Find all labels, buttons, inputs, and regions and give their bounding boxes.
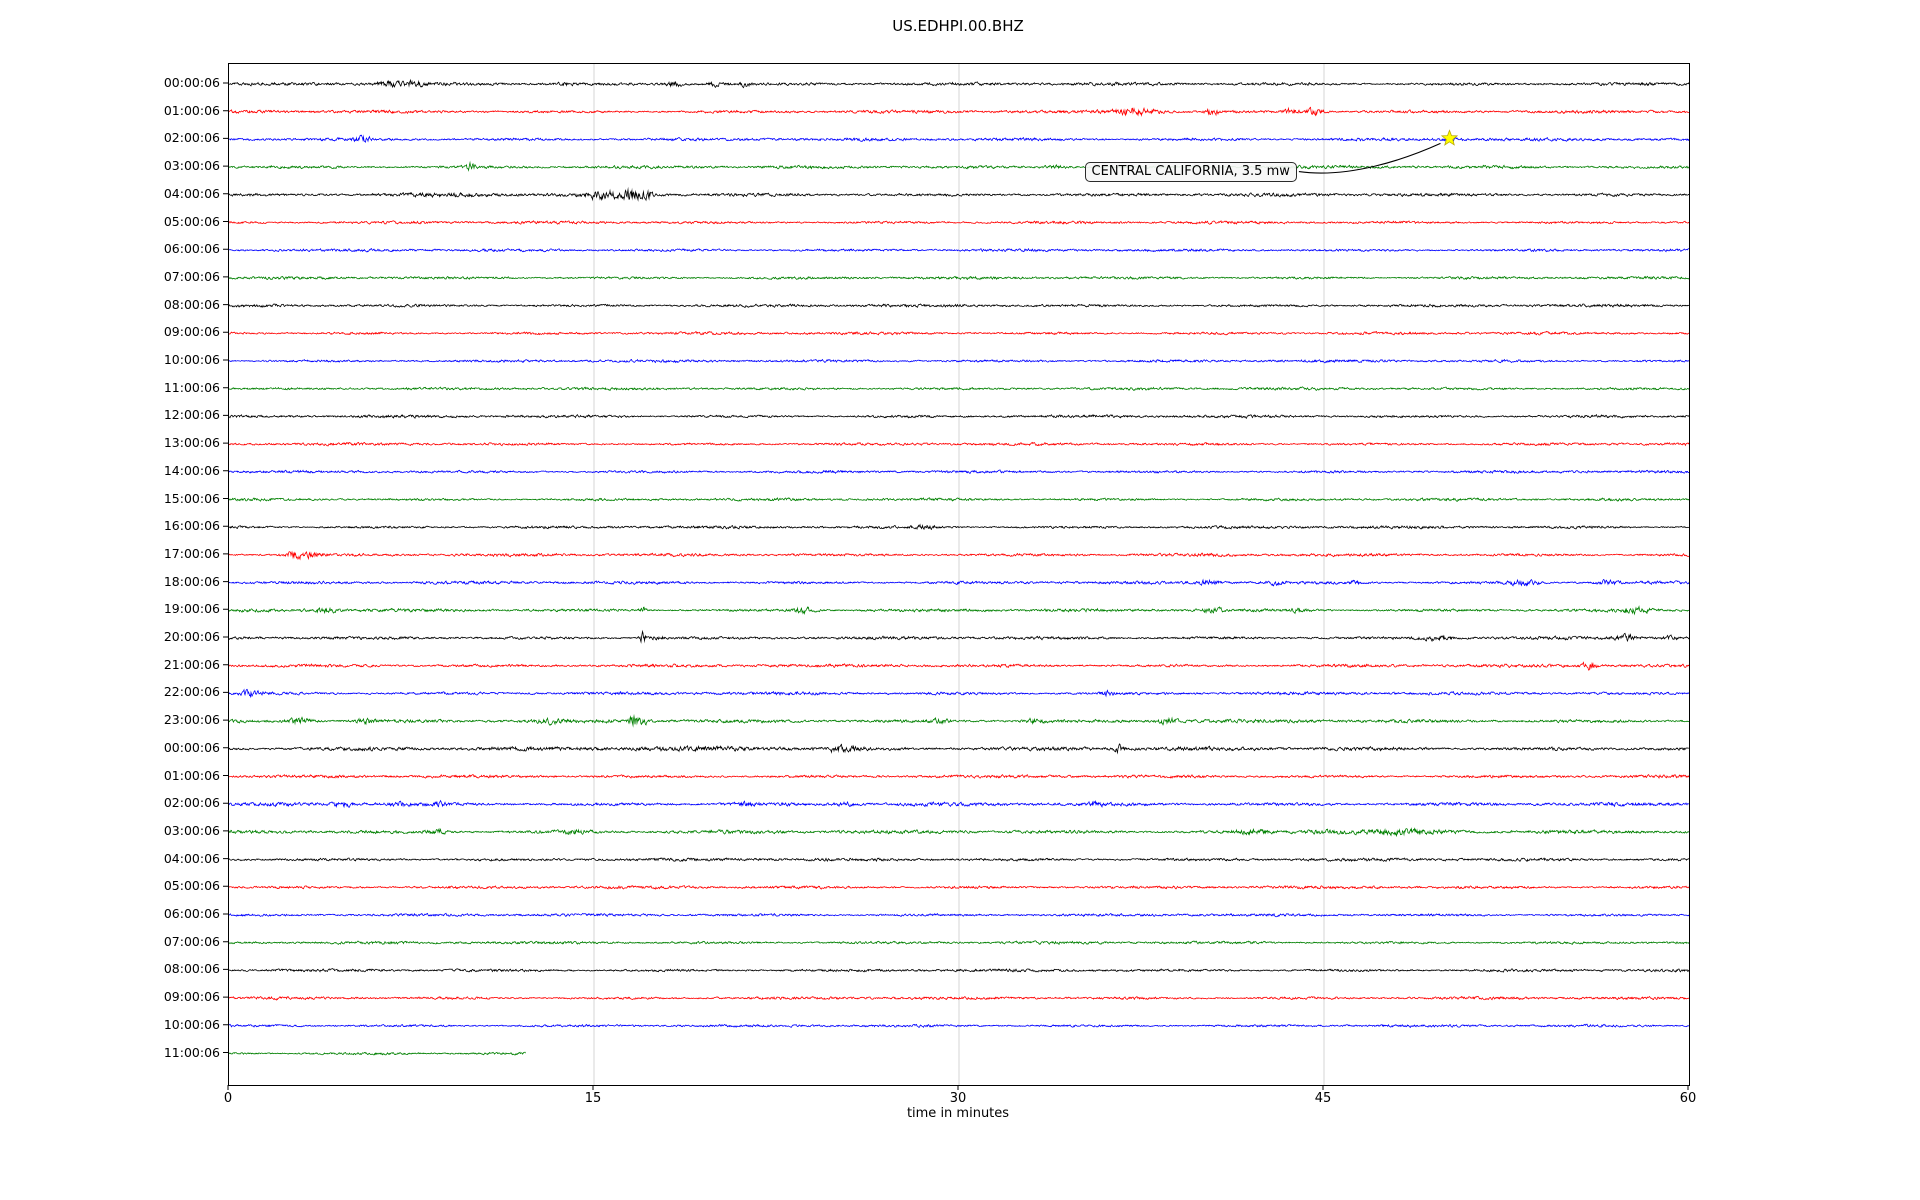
row-label: 13:00:06 <box>163 435 220 451</box>
row-label: 08:00:06 <box>163 296 220 312</box>
row-label: 01:00:06 <box>163 102 220 118</box>
row-label: 07:00:06 <box>163 933 220 949</box>
row-label: 01:00:06 <box>163 767 220 783</box>
row-label: 14:00:06 <box>163 462 220 478</box>
row-label: 12:00:06 <box>163 407 220 423</box>
row-label: 02:00:06 <box>163 130 220 146</box>
row-label: 04:00:06 <box>163 850 220 866</box>
x-tick-label: 0 <box>223 1091 233 1106</box>
row-label: 11:00:06 <box>163 1044 220 1060</box>
row-label: 00:00:06 <box>163 739 220 755</box>
x-tick-label: 45 <box>1314 1091 1332 1106</box>
trace-canvas <box>229 64 1689 1085</box>
row-label: 09:00:06 <box>163 324 220 340</box>
row-label: 06:00:06 <box>163 241 220 257</box>
row-label: 19:00:06 <box>163 601 220 617</box>
row-label: 22:00:06 <box>163 684 220 700</box>
row-label: 10:00:06 <box>163 1016 220 1032</box>
event-annotation-box: CENTRAL CALIFORNIA, 3.5 mw <box>1084 161 1297 182</box>
row-label: 06:00:06 <box>163 906 220 921</box>
row-label: 21:00:06 <box>163 656 220 672</box>
x-tick-label: 15 <box>584 1091 602 1106</box>
row-label: 07:00:06 <box>163 268 220 284</box>
row-label: 23:00:06 <box>163 712 220 728</box>
row-label: 05:00:06 <box>163 213 220 229</box>
row-label: 02:00:06 <box>163 795 220 811</box>
x-axis-label: time in minutes <box>906 1106 1010 1121</box>
row-label: 18:00:06 <box>163 573 220 589</box>
row-label: 11:00:06 <box>163 379 220 395</box>
row-label: 04:00:06 <box>163 185 220 201</box>
row-label: 15:00:06 <box>163 490 220 506</box>
row-label: 05:00:06 <box>163 878 220 894</box>
row-label: 00:00:06 <box>163 75 220 90</box>
plot-area <box>228 63 1690 1086</box>
row-label: 09:00:06 <box>163 989 220 1005</box>
row-label: 03:00:06 <box>163 158 220 174</box>
x-tick-label: 60 <box>1679 1091 1697 1106</box>
row-label: 20:00:06 <box>163 629 220 644</box>
x-tick-label: 30 <box>949 1091 967 1106</box>
chart-title: US.EDHPI.00.BHZ <box>892 17 1024 35</box>
row-label: 08:00:06 <box>163 961 220 977</box>
event-annotation-text: CENTRAL CALIFORNIA, 3.5 mw <box>1091 163 1290 179</box>
row-label: 03:00:06 <box>163 822 220 838</box>
row-label: 17:00:06 <box>163 545 220 561</box>
row-label: 10:00:06 <box>163 352 220 367</box>
row-label: 16:00:06 <box>163 518 220 534</box>
